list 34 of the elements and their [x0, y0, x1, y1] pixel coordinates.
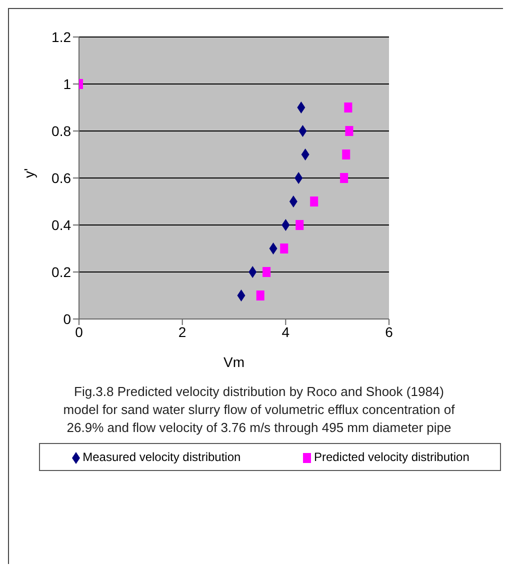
point — [282, 219, 290, 231]
y-tick-label: 1.2 — [52, 28, 72, 45]
point — [262, 267, 271, 277]
x-tick-label: 4 — [282, 324, 290, 340]
point — [296, 220, 304, 230]
y-tick-label: 1 — [63, 76, 72, 92]
point — [345, 126, 354, 136]
point — [301, 148, 310, 160]
y-tick-label: 0.6 — [52, 170, 72, 186]
point — [297, 102, 306, 114]
legend-label: Predicted velocity distribution — [312, 450, 470, 464]
point — [294, 172, 303, 184]
point — [310, 196, 318, 206]
text: Fig.3.8 Predicted velocity distribution by Roco and Shook (1984) model for sand water slurry flow of volumetric efflux concentration of 26.9% and flow velocity of 3.76 m/s through 495 mm diameter pipe — [62, 383, 456, 437]
x-axis-title: Vm — [224, 354, 244, 370]
point — [256, 290, 264, 300]
point — [269, 242, 278, 254]
point — [342, 150, 350, 160]
point — [344, 102, 352, 112]
y-tick-label: 0.4 — [52, 216, 72, 233]
y-axis-title: y' — [20, 168, 37, 178]
x-tick-label: 2 — [178, 324, 186, 340]
point — [340, 173, 348, 183]
point — [298, 125, 307, 137]
x-tick-label: 0 — [75, 324, 84, 340]
point — [237, 290, 246, 302]
y-tick-label: 0.8 — [52, 122, 72, 139]
x-tick-label: 6 — [385, 324, 394, 340]
y-tick-label: 0.2 — [52, 264, 72, 280]
legend-label: Measured velocity distribution — [82, 450, 241, 464]
point — [289, 196, 298, 208]
y-tick-label: 0 — [63, 310, 72, 327]
point — [248, 266, 257, 278]
point — [280, 244, 288, 254]
